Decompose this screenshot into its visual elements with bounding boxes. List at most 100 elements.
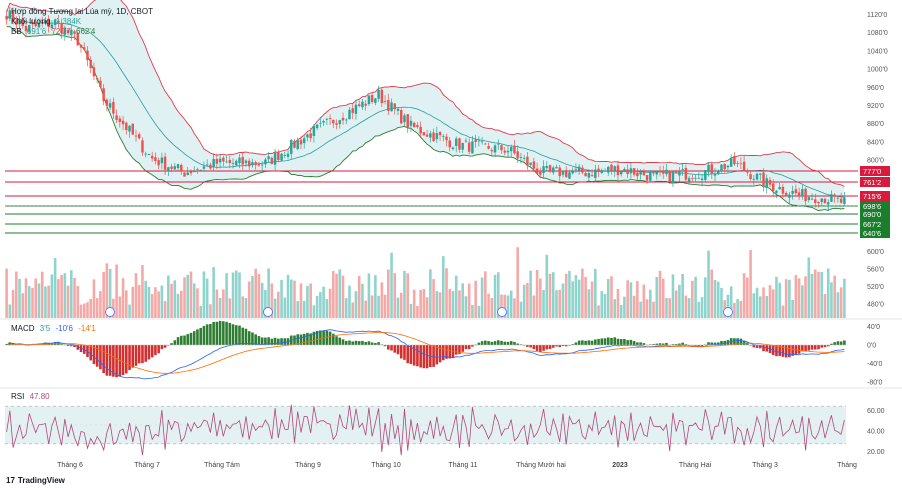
macd-hist-bar <box>299 334 303 345</box>
macd-hist-bar <box>665 342 668 345</box>
candle-body <box>458 138 461 150</box>
candle-body <box>102 88 105 102</box>
candle-body <box>710 164 713 174</box>
volume-bar <box>471 304 474 318</box>
macd-hist-bar <box>471 345 474 347</box>
macd-hist-bar <box>338 337 342 345</box>
volume-bar <box>192 283 196 318</box>
candle-body <box>5 15 8 20</box>
volume-bar <box>720 287 723 318</box>
volume-bar <box>277 291 280 318</box>
candle-body <box>364 103 367 106</box>
candle-body <box>254 162 257 166</box>
candle-body <box>477 140 481 142</box>
price-axis-tick: 1080'0 <box>867 30 888 37</box>
macd-hist-bar <box>597 338 600 345</box>
candle-body <box>163 156 167 170</box>
volume-bar <box>600 291 604 318</box>
candle-body <box>173 166 177 170</box>
volume-bar <box>189 271 193 318</box>
macd-hist-bar <box>374 343 377 345</box>
macd-hist-bar <box>836 341 840 345</box>
volume-bar <box>147 287 151 318</box>
macd-hist-bar <box>758 345 762 349</box>
macd-hist-bar <box>425 345 429 369</box>
volume-bar <box>131 286 135 318</box>
x-axis-tick: Tháng 3 <box>752 462 778 469</box>
volume-bar <box>409 303 413 318</box>
macd-hist-bar <box>24 345 28 346</box>
volume-bar <box>257 274 261 318</box>
volume-bar <box>254 268 257 318</box>
volume-bar <box>403 270 406 318</box>
candle-body <box>836 197 840 199</box>
candle-body <box>134 135 138 137</box>
price-level-badge <box>860 177 890 187</box>
macd-hist-bar <box>830 343 833 345</box>
volume-bar <box>160 285 164 318</box>
macd-hist-bar <box>749 345 752 346</box>
macd-hist-bar <box>736 338 739 345</box>
candle-body <box>484 143 487 145</box>
candle-body <box>293 140 296 148</box>
macd-hist-bar <box>733 338 736 345</box>
candle-body <box>552 167 555 173</box>
candle-body <box>235 160 238 166</box>
volume-bar <box>319 292 322 318</box>
volume-bar <box>50 274 54 318</box>
candle-body <box>568 172 571 179</box>
candle-body <box>678 171 681 176</box>
volume-bar <box>642 284 646 318</box>
tradingview-logo[interactable]: 17 TradingView <box>6 476 65 485</box>
candle-body <box>319 122 322 124</box>
macd-hist-bar <box>461 345 464 352</box>
macd-hist-bar <box>448 345 452 359</box>
price-level-badge <box>860 201 890 211</box>
macd-hist-bar <box>44 342 47 345</box>
price-level-badge <box>860 166 890 176</box>
dividend-marker-icon <box>263 307 273 317</box>
macd-hist-bar <box>584 340 587 345</box>
candle-body <box>636 172 639 177</box>
volume-bar <box>315 295 319 318</box>
price-axis-tick: 880'0 <box>867 121 884 128</box>
macd-hist-bar <box>260 337 264 345</box>
macd-hist-bar <box>577 340 581 345</box>
volume-bar <box>31 287 34 318</box>
candle-body <box>691 178 694 179</box>
macd-hist-bar <box>684 344 688 345</box>
candle-body <box>406 114 409 128</box>
volume-bar <box>341 275 345 318</box>
macd-hist-bar <box>234 325 238 345</box>
candle-body <box>594 169 597 178</box>
volume-bar <box>115 264 118 318</box>
price-level-label: 698'6 <box>863 202 881 211</box>
macd-hist-bar <box>367 341 371 345</box>
candle-body <box>814 199 817 203</box>
candle-body <box>574 168 578 170</box>
macd-hist-bar <box>125 345 128 374</box>
volume-bar <box>396 297 400 318</box>
macd-hist-bar <box>238 325 241 345</box>
volume-bar <box>474 280 477 318</box>
candle-body <box>775 190 778 193</box>
tradingview-logo-icon: 17 <box>6 476 15 485</box>
volume-bar <box>322 286 325 318</box>
macd-hist-bar <box>820 345 824 348</box>
candle-body <box>548 165 552 171</box>
volume-bar <box>652 301 655 318</box>
volume-bar <box>707 250 710 318</box>
volume-bar <box>8 304 12 318</box>
macd-hist-bar <box>438 345 442 363</box>
candle-body <box>603 170 607 172</box>
candle-body <box>73 31 76 34</box>
volume-bar <box>610 276 613 318</box>
rsi-axis-tick: 60.00 <box>867 408 885 415</box>
candle-body <box>89 59 92 69</box>
candle-body <box>273 152 277 165</box>
macd-hist-bar <box>112 345 115 377</box>
volume-bar <box>186 274 190 318</box>
price-level-badge <box>860 219 890 229</box>
